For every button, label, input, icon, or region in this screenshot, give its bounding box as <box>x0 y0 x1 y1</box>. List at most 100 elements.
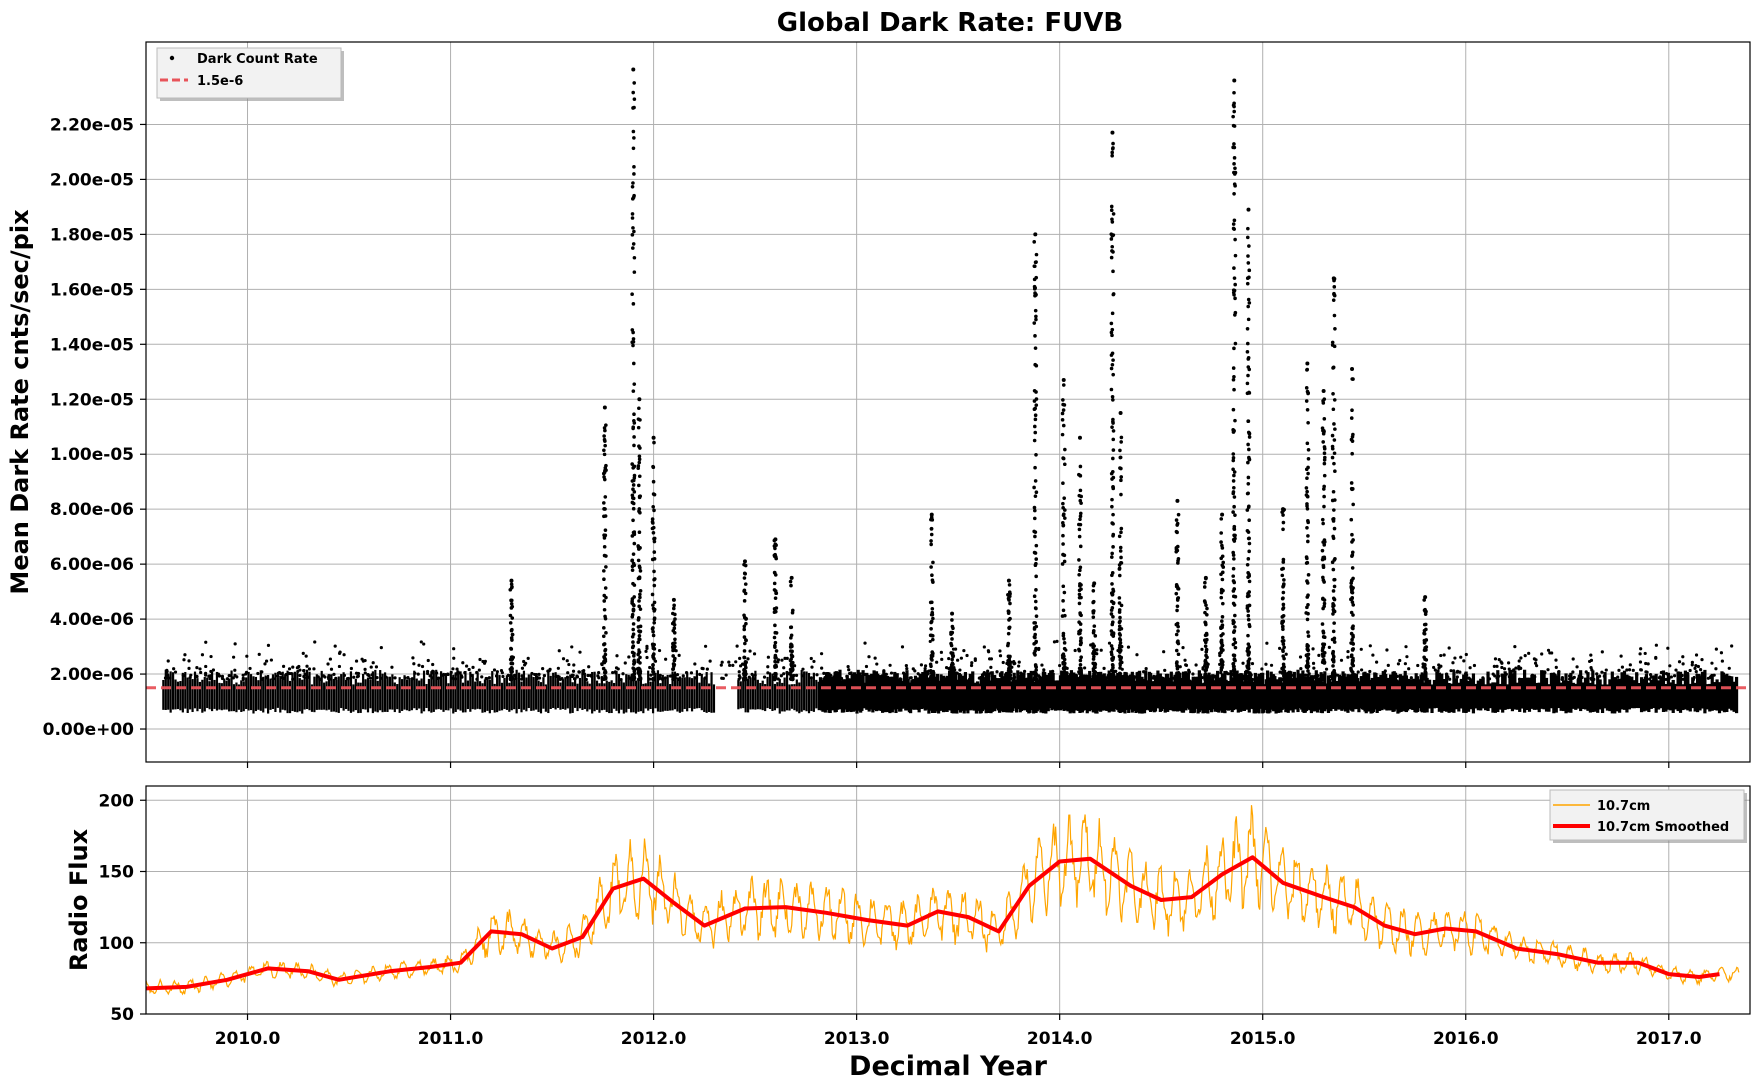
dark-rate-cluster <box>249 674 253 711</box>
data-point <box>653 659 658 663</box>
spike-point <box>651 504 655 509</box>
spike-point <box>1078 464 1083 469</box>
data-point <box>627 676 631 680</box>
data-point <box>1442 653 1446 657</box>
spike-point <box>601 666 606 671</box>
data-point <box>1194 663 1198 667</box>
spike-point <box>1349 437 1354 442</box>
spike-point <box>1305 595 1310 599</box>
spike-point <box>1008 663 1012 668</box>
dark-rate-cluster <box>383 672 387 712</box>
data-point <box>728 663 732 667</box>
spike-point <box>1304 665 1309 669</box>
data-point <box>1250 661 1255 666</box>
spike-point <box>1331 604 1335 609</box>
spike-point <box>651 654 655 658</box>
spike-point <box>1305 489 1309 494</box>
spike-point <box>1092 629 1096 633</box>
dark-rate-cluster <box>427 678 431 712</box>
dark-rate-cluster <box>1525 677 1529 710</box>
data-point <box>1083 677 1088 682</box>
dark-rate-cluster <box>403 675 406 710</box>
data-point <box>1156 676 1161 681</box>
dark-rate-cluster <box>608 681 611 714</box>
spike-point <box>1232 90 1236 95</box>
spike-point <box>1247 657 1252 661</box>
data-point <box>600 662 604 666</box>
data-point <box>477 668 481 672</box>
spike-point <box>602 501 606 505</box>
data-point <box>1499 660 1503 664</box>
dark-rate-cluster <box>374 669 377 712</box>
data-point <box>1241 674 1246 679</box>
dark-rate-cluster <box>344 679 348 710</box>
data-point <box>734 660 738 664</box>
data-point <box>360 657 364 661</box>
dark-rate-cluster <box>232 684 236 712</box>
data-point <box>1042 676 1047 680</box>
data-point <box>708 659 712 663</box>
data-point <box>1517 677 1522 681</box>
data-point <box>900 645 905 649</box>
dark-rate-cluster <box>464 671 467 713</box>
data-point <box>766 655 770 659</box>
spike-point <box>1246 633 1250 638</box>
dark-rate-cluster <box>303 672 306 710</box>
spike-point <box>1332 621 1336 625</box>
spike-point <box>1078 565 1083 570</box>
spike-point <box>1331 365 1336 370</box>
spike-point <box>743 582 748 586</box>
data-point <box>165 669 169 674</box>
spike-point <box>1062 657 1067 662</box>
dark-rate-cluster <box>1661 670 1666 712</box>
data-point <box>1196 676 1200 681</box>
data-point <box>1022 669 1027 673</box>
data-point <box>989 665 993 669</box>
spike-point <box>1322 543 1327 547</box>
spike-point <box>1306 519 1310 523</box>
data-point <box>1597 674 1602 678</box>
spike-point <box>1118 448 1122 453</box>
spike-point <box>630 197 635 201</box>
dark-rate-cluster <box>1715 679 1719 711</box>
spike-point <box>1306 644 1310 648</box>
dark-rate-cluster <box>1430 684 1434 714</box>
data-point <box>815 673 819 677</box>
data-point <box>316 675 320 679</box>
data-point <box>863 641 867 645</box>
data-point <box>776 658 781 662</box>
spike-point <box>632 443 636 448</box>
spike-point <box>1246 646 1251 651</box>
spike-point <box>1247 677 1252 682</box>
spike-point <box>652 677 657 682</box>
dark-rate-cluster <box>1620 672 1624 710</box>
spike-point <box>1423 662 1427 667</box>
spike-point <box>774 631 779 635</box>
spike-point <box>929 671 934 675</box>
spike-point <box>1232 104 1236 109</box>
spike-point <box>1305 502 1309 506</box>
spike-point <box>1032 438 1037 443</box>
spike-point <box>1110 582 1114 586</box>
data-point <box>1714 667 1718 671</box>
data-point <box>1074 676 1079 680</box>
dark-rate-cluster <box>1530 674 1534 709</box>
data-point <box>1208 677 1212 681</box>
dark-rate-cluster <box>357 682 360 714</box>
spike-point <box>1351 603 1356 607</box>
dark-rate-cluster <box>1498 683 1502 710</box>
spike-point <box>1280 573 1285 578</box>
spike-point <box>1109 255 1114 260</box>
dark-rate-cluster <box>388 676 392 710</box>
spike-point <box>1246 460 1250 465</box>
dark-rate-cluster <box>323 682 326 710</box>
spike-point <box>1232 170 1236 175</box>
spike-point <box>790 649 794 654</box>
spike-point <box>1077 601 1082 606</box>
data-point <box>1132 676 1136 680</box>
spike-point <box>1117 563 1122 567</box>
spike-point <box>1246 475 1251 480</box>
data-point <box>354 671 359 675</box>
spike-point <box>1078 638 1083 643</box>
